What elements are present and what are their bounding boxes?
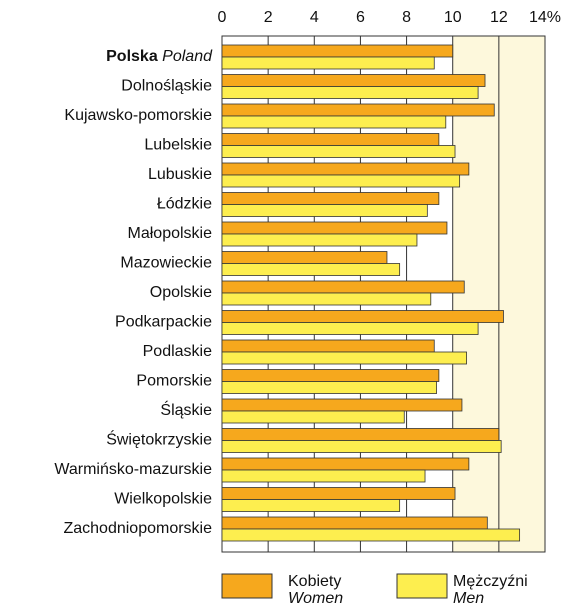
- x-tick-label: 14%: [529, 9, 561, 26]
- x-tick-label: 6: [356, 9, 365, 26]
- bar: [221, 499, 401, 512]
- bar: [221, 381, 437, 394]
- category-translation: Poland: [162, 48, 213, 65]
- bar: [221, 233, 418, 247]
- bar: [221, 310, 504, 323]
- bar: [221, 469, 426, 483]
- bar: [221, 292, 432, 306]
- x-tick-label: 4: [310, 9, 319, 26]
- marks: [221, 44, 521, 542]
- category-label: Pomorskie: [136, 373, 212, 390]
- bar: [221, 56, 435, 70]
- legend-swatch: [221, 573, 273, 599]
- bar: [221, 280, 465, 294]
- legend-label: Mężczyźni: [453, 573, 528, 590]
- bar: [221, 162, 470, 176]
- category-label: Małopolskie: [128, 225, 213, 242]
- category-label: Śląskie: [160, 400, 212, 419]
- bar: [221, 440, 502, 453]
- bar: [221, 44, 454, 58]
- x-tick-label: 8: [402, 9, 411, 26]
- bar: [221, 351, 467, 365]
- bar: [221, 528, 521, 542]
- category-label: Opolskie: [150, 284, 212, 301]
- bar: [221, 145, 456, 158]
- x-tick-label: 0: [218, 9, 227, 26]
- bar: [221, 410, 405, 424]
- category-label: Świętokrzyskie: [106, 430, 212, 449]
- category-label: Polska Poland: [106, 48, 213, 65]
- legend-swatch: [396, 573, 448, 599]
- bar: [221, 457, 470, 471]
- category-label: Warmińsko-mazurskie: [54, 461, 212, 478]
- bar: [221, 516, 488, 530]
- category-label: Wielkopolskie: [114, 491, 212, 508]
- bar: [221, 174, 461, 188]
- bar: [221, 428, 500, 441]
- legend-label: Kobiety: [288, 573, 341, 590]
- x-tick-label: 10: [444, 9, 462, 26]
- category-label: Łódzkie: [157, 196, 212, 213]
- category-label: Dolnośląskie: [121, 78, 212, 95]
- category-label: Lubuskie: [148, 166, 212, 183]
- bar: [221, 322, 479, 335]
- category-label: Lubelskie: [144, 137, 212, 154]
- bar: [221, 103, 495, 117]
- bar: [221, 204, 428, 217]
- bar: [221, 115, 447, 129]
- category-label: Zachodniopomorskie: [63, 520, 212, 537]
- bar: [221, 74, 486, 87]
- category-label: Polska: [106, 48, 158, 65]
- bar: [221, 487, 456, 500]
- category-label: Mazowieckie: [120, 255, 212, 272]
- x-tick-label: 12: [490, 9, 508, 26]
- bar: [221, 192, 440, 205]
- legend-translation: Women: [288, 590, 343, 607]
- legend-translation: Men: [453, 590, 484, 607]
- x-tick-label: 2: [264, 9, 273, 26]
- bar: [221, 221, 448, 235]
- bar: [221, 369, 440, 382]
- bar: [221, 133, 440, 146]
- bar: [221, 339, 435, 353]
- category-label: Podkarpackie: [115, 314, 212, 331]
- bar: [221, 263, 401, 276]
- category-label: Podlaskie: [143, 343, 212, 360]
- category-label: Kujawsko-pomorskie: [64, 107, 212, 124]
- bar: [221, 86, 479, 99]
- bar: [221, 398, 463, 412]
- bar: [221, 251, 388, 264]
